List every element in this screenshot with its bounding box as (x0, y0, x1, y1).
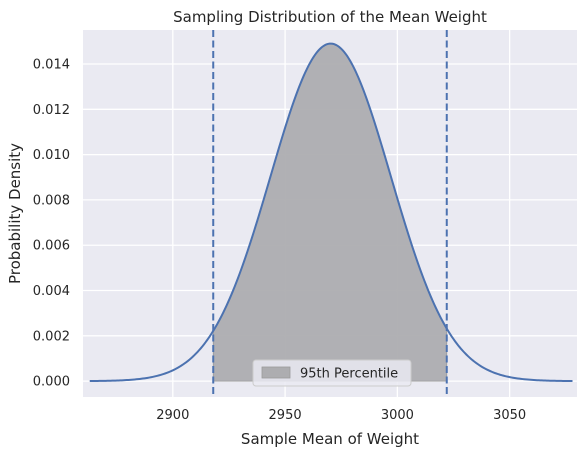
legend-swatch (261, 366, 291, 379)
y-tick-label: 0.010 (33, 148, 70, 163)
chart-title: Sampling Distribution of the Mean Weight (173, 8, 487, 26)
y-tick-label: 0.012 (33, 103, 70, 118)
y-axis-title: Probability Density (6, 143, 24, 284)
density-curve-group (89, 42, 573, 383)
y-tick-label: 0.014 (33, 57, 70, 72)
x-tick-label: 3000 (381, 408, 414, 423)
percentile-lines (212, 30, 448, 397)
x-tick-label: 2950 (269, 408, 302, 423)
x-axis-title: Sample Mean of Weight (241, 430, 419, 448)
y-tick-label: 0.002 (33, 329, 70, 344)
y-axis-ticks: 0.000 0.002 0.004 0.006 0.008 0.010 0.012 0.014 (33, 57, 70, 389)
y-tick-label: 0.008 (33, 193, 70, 208)
density-curve (89, 42, 573, 383)
x-tick-label: 3050 (493, 408, 526, 423)
legend-label: 95th Percentile (300, 367, 398, 382)
legend-box (252, 359, 412, 387)
y-tick-label: 0.000 (33, 375, 70, 390)
y-tick-label: 0.006 (33, 239, 70, 254)
y-tick-label: 0.004 (33, 284, 70, 299)
x-tick-label: 2900 (156, 408, 189, 423)
legend: 95th Percentile (252, 359, 412, 387)
x-axis-ticks: 2900 2950 3000 3050 (156, 408, 526, 423)
